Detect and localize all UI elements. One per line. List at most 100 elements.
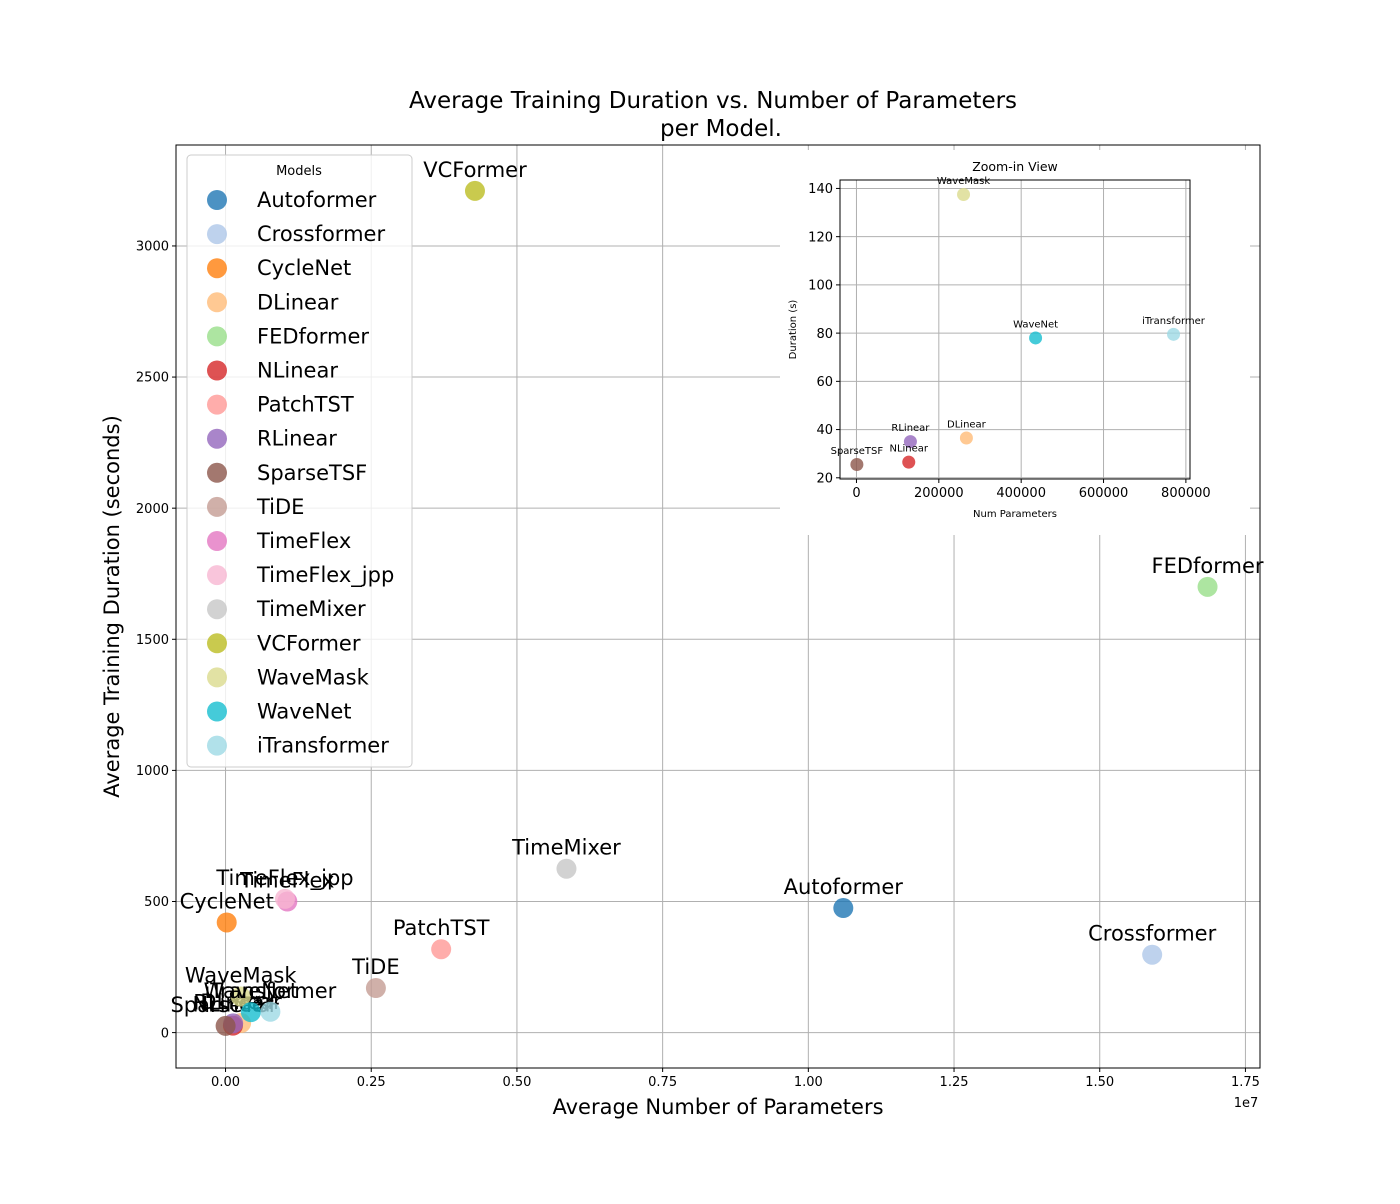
legend-marker — [207, 428, 227, 449]
legend-marker — [207, 190, 227, 210]
inset-grid — [840, 180, 1190, 479]
main-y-axis-label: Average Training Duration (seconds) — [100, 415, 124, 798]
legend-label: iTransformer — [257, 734, 389, 758]
main-x-tick-label: 0.25 — [357, 1075, 386, 1090]
inset-x-axis-label: Num Parameters — [973, 509, 1057, 520]
legend-label: Autoformer — [257, 188, 377, 212]
inset-y-tick-label: 20 — [816, 471, 833, 486]
main-y-tick-label: 1500 — [136, 633, 169, 648]
main-frame — [175, 144, 1261, 1069]
legend-item-autoformer: Autoformer — [207, 188, 377, 212]
legend-label: NLinear — [257, 359, 338, 383]
main-point-label-autoformer: Autoformer — [784, 875, 904, 899]
main-point-label-vcformer: VCFormer — [423, 158, 527, 182]
inset-x-tick-label: 0 — [852, 486, 860, 501]
legend-item-crossformer: Crossformer — [207, 222, 385, 246]
legend-marker — [207, 326, 227, 347]
legend-item-rlinear: RLinear — [207, 427, 337, 451]
main-point-wavenet — [240, 1002, 261, 1023]
legend-marker — [207, 565, 227, 586]
legend-marker — [207, 292, 227, 313]
inset-x-tick-label: 800000 — [1161, 486, 1211, 501]
main-x-tick-label: 1.75 — [1231, 1075, 1260, 1090]
inset-y-tick-label: 140 — [808, 182, 833, 197]
main-x-tick-label: 0.50 — [502, 1075, 531, 1090]
main-x-tick-label: 1.00 — [794, 1075, 823, 1090]
main-x-tick-label: 0.00 — [211, 1075, 240, 1090]
inset-point-label-wavenet: WaveNet — [1013, 319, 1058, 330]
legend-item-timeflex_jpp: TimeFlex_jpp — [207, 563, 394, 588]
main-point-vcformer — [464, 180, 485, 201]
legend-item-itransformer: iTransformer — [207, 734, 389, 758]
inset-point-wavenet — [1029, 331, 1043, 345]
inset-x-tick-label: 600000 — [1079, 486, 1129, 501]
main-y-tick-label: 0 — [161, 1026, 169, 1041]
chart-title-line-1: Average Training Duration vs. Number of … — [409, 88, 1017, 114]
legend-item-sparsetsf: SparseTSF — [207, 461, 367, 485]
inset-point-itransformer — [1167, 327, 1181, 341]
legend-label: WaveNet — [257, 700, 352, 724]
legend-marker — [207, 224, 227, 245]
legend-marker — [207, 701, 227, 722]
main-point-label-crossformer: Crossformer — [1088, 922, 1216, 946]
zoom-inset-plot: 0 200000 400000 600000 800000 20 40 60 80 100 120 1… — [780, 150, 1250, 535]
legend-item-nlinear: NLinear — [207, 359, 338, 383]
main-x-tick-label: 1.25 — [940, 1075, 969, 1090]
legend-item-dlinear: DLinear — [207, 290, 339, 314]
inset-y-tick-label: 60 — [816, 375, 833, 390]
legend-frame — [186, 154, 413, 768]
legend-label: WaveMask — [257, 665, 370, 689]
inset-point-wavemask — [957, 187, 971, 201]
legend-label: Crossformer — [257, 222, 385, 246]
legend-item-tide: TiDE — [207, 495, 304, 519]
inset-point-rlinear — [903, 435, 917, 449]
inset-point-label-nlinear: NLinear — [889, 444, 928, 455]
main-point-fedformer — [1197, 576, 1218, 597]
main-x-offset-label: 1e7 — [1234, 1096, 1259, 1111]
legend-label: SparseTSF — [257, 461, 367, 485]
inset-x-tick-label: 400000 — [996, 486, 1046, 501]
inset-y-axis-label: Duration (s) — [788, 300, 799, 360]
legend-label: TiDE — [256, 495, 304, 519]
inset-frame — [839, 179, 1191, 480]
legend-marker — [207, 258, 227, 279]
legend-marker — [207, 531, 227, 551]
inset-y-tick-label: 120 — [808, 230, 833, 245]
main-y-tick-label: 500 — [144, 895, 169, 910]
legend-marker — [207, 496, 227, 517]
main-point-cyclenet — [216, 912, 237, 933]
main-point-sparsetsf — [215, 1015, 236, 1036]
main-y-tick-label: 2000 — [136, 502, 169, 517]
inset-point-sparsetsf — [850, 458, 864, 472]
main-point-label-itransformer: iTransformer — [204, 979, 336, 1003]
inset-title: Zoom-in View — [972, 159, 1058, 174]
main-x-tick-label: 1.50 — [1085, 1075, 1114, 1090]
legend-marker — [207, 599, 227, 620]
main-point-label-tide: TiDE — [351, 955, 399, 979]
inset-background — [780, 150, 1250, 535]
main-y-tick-label: 2500 — [136, 371, 169, 386]
main-point-label-cyclenet: CycleNet — [180, 889, 274, 913]
main-point-patchtst — [431, 939, 452, 960]
legend-marker — [207, 633, 227, 654]
main-point-label-timeflex: TimeFlex — [239, 868, 334, 892]
legend: Models Autoformer Crossformer CycleNet DLine… — [186, 154, 413, 768]
main-y-tick-label: 3000 — [136, 240, 169, 255]
chart-title-line-2: per Model. — [660, 116, 782, 142]
inset-point-label-rlinear: RLinear — [891, 423, 930, 434]
inset-y-tick-label: 100 — [808, 279, 833, 294]
legend-title: Models — [276, 164, 322, 179]
inset-point-label-sparsetsf: SparseTSF — [831, 446, 884, 457]
inset-x-tick-label: 200000 — [914, 486, 964, 501]
legend-item-patchtst: PatchTST — [207, 393, 354, 417]
main-point-timeflex_jpp — [274, 888, 295, 909]
legend-item-timemixer: TimeMixer — [207, 597, 366, 621]
main-point-timemixer — [556, 858, 577, 879]
inset-y-tick-label: 40 — [816, 423, 833, 438]
legend-item-cyclenet: CycleNet — [207, 256, 351, 280]
legend-item-wavenet: WaveNet — [207, 700, 352, 724]
legend-label: TimeFlex_jpp — [256, 563, 394, 588]
legend-item-timeflex: TimeFlex — [207, 529, 351, 553]
legend-label: PatchTST — [257, 393, 354, 417]
main-point-label-timeflex_jpp: TimeFlex_jpp — [215, 866, 353, 891]
